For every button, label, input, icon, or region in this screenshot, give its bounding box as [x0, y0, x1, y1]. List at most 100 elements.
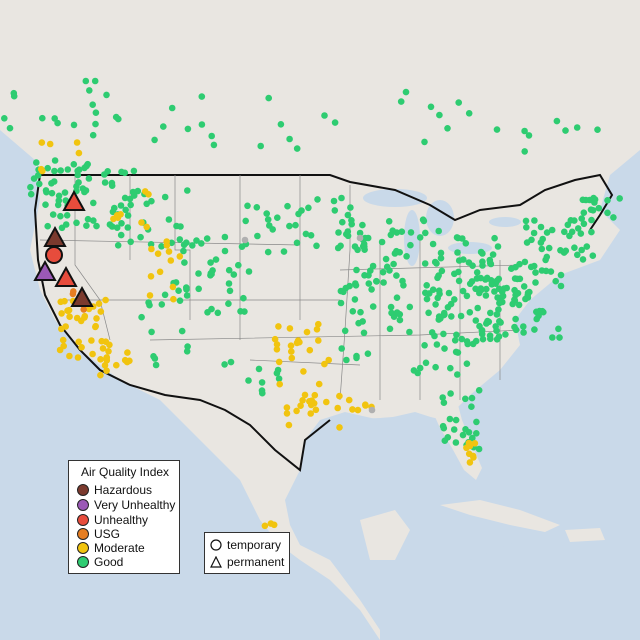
- site-marker: [61, 189, 69, 196]
- site-marker: [325, 356, 333, 364]
- site-marker: [74, 167, 81, 175]
- site-marker: [89, 101, 96, 108]
- site-marker: [450, 426, 458, 433]
- site-type-legend: temporary permanent: [204, 532, 290, 574]
- site-marker: [299, 397, 306, 404]
- site-marker: [151, 355, 159, 362]
- site-marker: [580, 220, 588, 228]
- site-marker: [334, 404, 342, 412]
- site-marker: [479, 250, 486, 257]
- site-marker: [183, 286, 190, 293]
- site-marker: [579, 256, 587, 263]
- site-marker: [146, 292, 154, 299]
- site-marker: [422, 359, 430, 367]
- good-swatch: [77, 556, 89, 568]
- aqi-legend: Air Quality Index Hazardous Very Unhealt…: [68, 460, 180, 574]
- site-marker: [121, 356, 129, 364]
- site-marker: [343, 230, 350, 238]
- site-marker: [494, 294, 501, 301]
- site-marker: [574, 251, 581, 259]
- site-marker: [502, 331, 509, 338]
- site-marker: [616, 195, 623, 202]
- site-marker: [356, 229, 364, 237]
- site-marker: [365, 280, 373, 287]
- site-marker: [464, 340, 472, 348]
- site-marker: [545, 244, 553, 252]
- site-marker: [462, 240, 470, 247]
- site-marker: [263, 210, 271, 217]
- site-marker: [152, 361, 160, 369]
- hazardous-swatch: [77, 484, 89, 496]
- legend-item-good: Good: [77, 555, 123, 569]
- site-marker: [498, 288, 506, 295]
- site-marker: [198, 240, 205, 247]
- site-marker: [245, 268, 253, 275]
- site-marker: [479, 262, 486, 269]
- site-marker: [88, 337, 95, 344]
- site-marker: [538, 245, 546, 253]
- site-marker: [472, 317, 480, 324]
- site-marker: [536, 307, 543, 315]
- site-marker: [127, 238, 134, 246]
- site-marker: [176, 297, 184, 305]
- site-marker: [64, 166, 72, 173]
- site-marker: [594, 126, 601, 133]
- site-marker: [386, 325, 394, 333]
- site-marker: [465, 429, 473, 436]
- site-marker: [416, 364, 424, 372]
- site-marker: [454, 249, 461, 256]
- legend-permanent: permanent: [210, 554, 284, 570]
- permanent-label: permanent: [227, 555, 285, 569]
- site-marker: [590, 194, 597, 202]
- site-marker: [578, 215, 585, 222]
- site-marker: [604, 209, 611, 217]
- site-marker: [104, 168, 111, 175]
- site-marker: [574, 225, 582, 232]
- site-marker: [90, 199, 97, 207]
- site-marker: [311, 391, 319, 399]
- site-marker: [499, 298, 506, 306]
- site-marker: [557, 271, 565, 279]
- site-marker: [463, 360, 471, 368]
- site-marker: [301, 391, 309, 399]
- site-marker: [276, 380, 284, 388]
- site-marker: [163, 238, 170, 245]
- site-marker: [315, 320, 322, 328]
- site-marker: [66, 313, 73, 321]
- site-marker: [512, 315, 519, 323]
- site-marker: [427, 103, 435, 111]
- site-marker: [473, 269, 481, 276]
- site-marker: [539, 235, 546, 243]
- site-marker: [511, 286, 518, 294]
- site-marker: [537, 223, 545, 231]
- site-marker: [473, 418, 480, 426]
- site-marker: [553, 117, 561, 125]
- site-marker: [73, 219, 80, 227]
- site-marker: [193, 237, 200, 244]
- site-marker: [440, 399, 448, 407]
- site-marker: [466, 442, 474, 450]
- site-marker: [487, 277, 495, 284]
- site-marker: [258, 379, 266, 386]
- site-marker: [118, 220, 125, 227]
- site-marker: [335, 229, 342, 236]
- site-marker: [277, 121, 285, 128]
- site-marker: [564, 221, 572, 229]
- site-marker: [491, 234, 498, 242]
- site-marker: [520, 329, 527, 336]
- site-marker: [113, 224, 121, 231]
- site-marker: [455, 268, 462, 276]
- site-marker: [62, 323, 69, 330]
- site-marker: [293, 145, 301, 152]
- site-marker: [373, 277, 380, 285]
- site-marker: [388, 309, 395, 317]
- site-marker: [168, 104, 176, 112]
- site-marker: [158, 243, 165, 250]
- site-marker: [421, 260, 429, 267]
- site-marker: [514, 275, 521, 283]
- site-marker: [406, 303, 414, 311]
- site-marker: [244, 202, 251, 210]
- site-marker: [446, 415, 454, 423]
- site-marker: [512, 326, 520, 334]
- site-marker: [165, 248, 173, 255]
